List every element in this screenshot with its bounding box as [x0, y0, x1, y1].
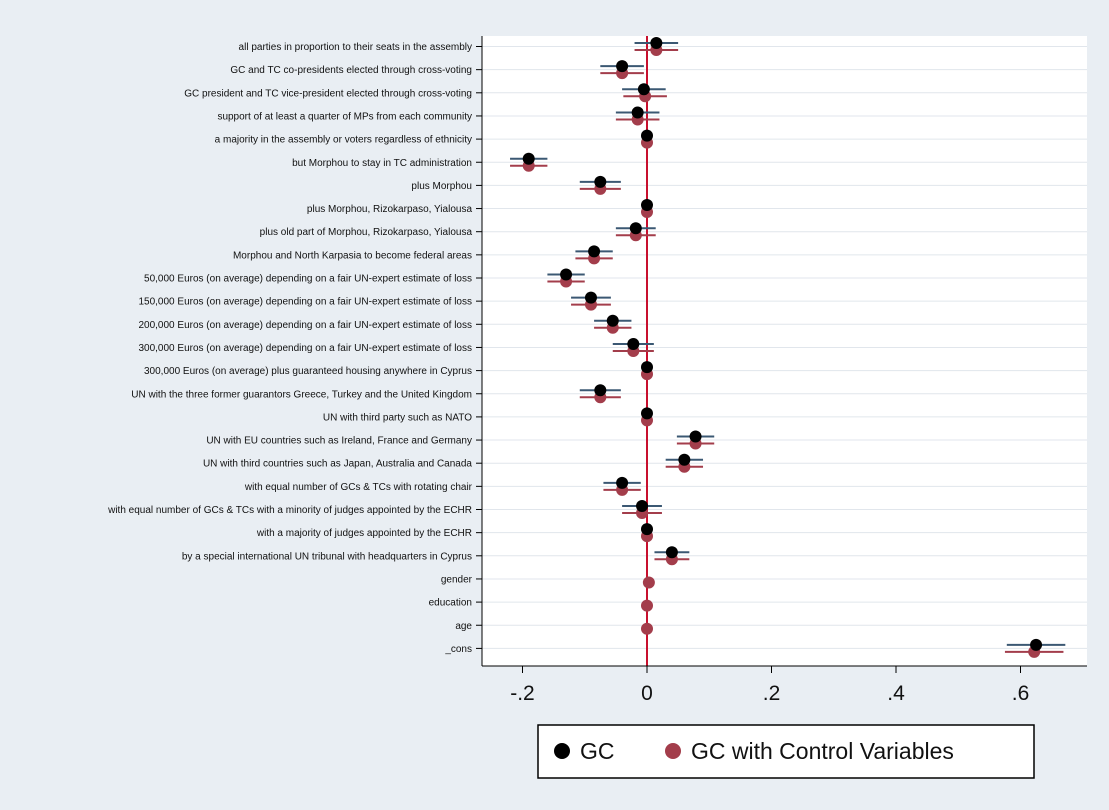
x-tick-label: 0: [641, 682, 653, 705]
legend: GC GC with Control Variables: [537, 724, 1035, 779]
y-tick-label: 300,000 Euros (on average) depending on …: [138, 343, 472, 354]
point-gc-with-controls: [641, 622, 653, 635]
y-tick-label: plus Morphou, Rizokarpaso, Yialousa: [307, 204, 473, 215]
legend-label-gc: GC: [580, 738, 615, 764]
plot-region: [482, 36, 1087, 666]
y-tick-label: UN with the three former guarantors Gree…: [131, 389, 472, 400]
point-gc: [588, 245, 601, 258]
point-gc: [1030, 638, 1043, 651]
point-gc: [629, 222, 642, 235]
point-gc: [522, 152, 535, 165]
y-tick-label: 200,000 Euros (on average) depending on …: [138, 320, 472, 331]
point-gc: [641, 361, 653, 374]
x-tick-label: .6: [1012, 682, 1030, 705]
y-tick-label: UN with EU countries such as Ireland, Fr…: [206, 436, 472, 447]
y-tick-label: Morphou and North Karpasia to become fed…: [233, 250, 472, 261]
point-gc: [637, 83, 650, 96]
y-tick-label: support of at least a quarter of MPs fro…: [217, 111, 472, 122]
y-tick-label: all parties in proportion to their seats…: [239, 42, 472, 53]
y-tick-label: GC president and TC vice-president elect…: [184, 88, 472, 99]
x-tick-label: .4: [887, 682, 905, 705]
point-gc: [616, 60, 629, 73]
y-tick-label: plus old part of Morphou, Rizokarpaso, Y…: [260, 227, 473, 238]
y-tick-label: with equal number of GCs & TCs with a mi…: [107, 505, 472, 516]
y-tick-label: but Morphou to stay in TC administration: [292, 158, 472, 169]
y-tick-label: 150,000 Euros (on average) depending on …: [138, 297, 472, 308]
point-gc: [678, 453, 691, 466]
point-gc: [616, 476, 629, 489]
gridlines: [482, 36, 1087, 666]
x-tick-label: .2: [763, 682, 781, 705]
y-tick-label: UN with third countries such as Japan, A…: [203, 459, 472, 470]
y-tick-label: education: [429, 598, 472, 609]
point-gc: [665, 546, 678, 559]
point-gc: [636, 500, 649, 512]
point-gc: [631, 106, 644, 119]
y-tick-label: with equal number of GCs & TCs with rota…: [244, 482, 473, 493]
y-tick-label: by a special international UN tribunal w…: [182, 551, 472, 562]
point-gc: [594, 175, 607, 188]
point-gc: [650, 37, 663, 49]
point-gc: [689, 430, 702, 443]
y-tick-label: a majority in the assembly or voters reg…: [215, 135, 472, 146]
y-tick-label: with a majority of judges appointed by t…: [256, 528, 472, 539]
point-gc: [641, 407, 653, 420]
x-tick-label: -.2: [510, 682, 535, 705]
y-axis-labels: all parties in proportion to their seats…: [107, 42, 482, 655]
y-tick-label: 300,000 Euros (on average) plus guarante…: [144, 366, 472, 377]
y-tick-label: UN with third party such as NATO: [323, 412, 472, 423]
point-gc: [606, 314, 619, 327]
y-tick-label: GC and TC co-presidents elected through …: [230, 65, 472, 76]
point-gc-with-controls: [642, 576, 655, 589]
point-gc: [641, 129, 653, 142]
legend-box: [537, 724, 1035, 779]
point-gc: [627, 337, 640, 350]
point-gc: [641, 199, 653, 212]
y-tick-label: _cons: [444, 644, 472, 655]
point-gc: [641, 523, 653, 536]
point-gc-with-controls: [641, 599, 653, 612]
legend-marker-gc-with-control-variables: [665, 743, 681, 759]
x-axis: -.2 0 .2 .4 .6: [481, 36, 1087, 705]
data-marks: [510, 37, 1066, 658]
y-tick-label: plus Morphou: [411, 181, 472, 192]
y-tick-label: age: [455, 621, 472, 632]
y-tick-label: gender: [441, 574, 473, 585]
legend-label-gc-with-control-variables: GC with Control Variables: [691, 738, 954, 764]
point-gc: [594, 384, 607, 397]
y-tick-label: 50,000 Euros (on average) depending on a…: [144, 274, 472, 285]
point-gc: [584, 291, 597, 304]
legend-marker-gc: [554, 743, 570, 759]
point-gc: [560, 268, 573, 281]
